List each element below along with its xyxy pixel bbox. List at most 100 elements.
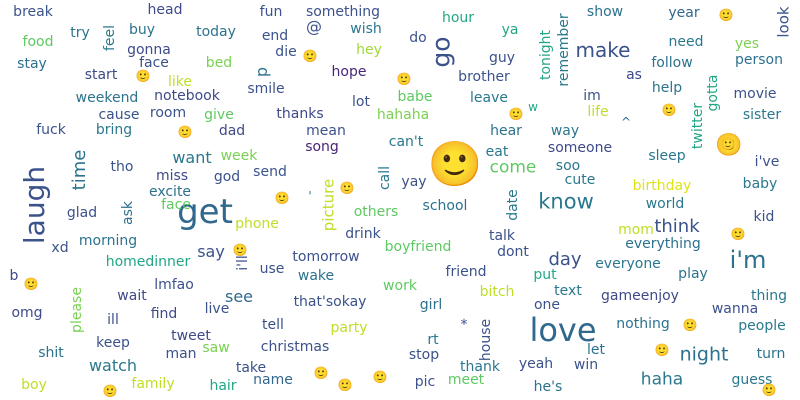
word-help: help: [651, 80, 683, 96]
word-do: do: [409, 30, 427, 46]
word-mom: mom: [618, 222, 654, 238]
word-hour: hour: [441, 10, 475, 26]
word-im: im: [583, 88, 601, 104]
word-yeah: yeah: [518, 356, 554, 372]
word-life: life: [587, 104, 609, 120]
word-person: person: [735, 52, 783, 68]
word-bitch: bitch: [479, 284, 515, 300]
word-symbol: 🙂: [761, 383, 777, 397]
word-know: know: [538, 189, 594, 214]
word-boyfriend: boyfriend: [384, 239, 452, 255]
word-room: room: [149, 105, 187, 121]
word-name: name: [253, 372, 293, 388]
word-yes: yes: [734, 36, 760, 52]
word-boy: boy: [21, 377, 47, 393]
word-keep: keep: [96, 335, 130, 351]
word-hahaha: hahaha: [376, 107, 430, 123]
word-tho: tho: [110, 159, 134, 175]
word-remember: remember: [556, 13, 572, 87]
word-girl: girl: [419, 297, 443, 313]
word-guy: guy: [488, 50, 516, 66]
word-like: like: [167, 74, 193, 90]
word-friend: friend: [445, 264, 487, 280]
word-tonight: tonight: [538, 29, 554, 81]
word-kid: kid: [753, 209, 775, 225]
word-he-s: he's: [533, 379, 563, 395]
word-try: try: [70, 25, 90, 41]
word-want: want: [172, 148, 212, 167]
word-make: make: [575, 38, 631, 62]
word-ya: ya: [501, 22, 519, 38]
word-die: die: [275, 44, 297, 60]
word-work: work: [383, 278, 417, 294]
word-symbol: 🙂: [715, 133, 743, 158]
word-symbol: 🙂: [232, 243, 248, 257]
word-omg: omg: [11, 305, 43, 321]
word-week: week: [220, 148, 258, 164]
word-babe: babe: [397, 89, 433, 105]
word-nothing: nothing: [616, 316, 670, 332]
word-talk: talk: [488, 228, 516, 244]
word-break: break: [13, 4, 53, 20]
word-shit: shit: [38, 345, 64, 361]
word-let: let: [587, 342, 605, 358]
word-homedinner: homedinner: [105, 254, 191, 270]
word-gonna: gonna: [127, 42, 171, 58]
word-symbol: 🙂: [274, 191, 290, 205]
word-picture: picture: [319, 178, 338, 232]
word-that-sokay: that'sokay: [293, 294, 367, 310]
word-people: people: [738, 318, 786, 334]
word-tell: tell: [262, 317, 284, 333]
word-symbol: 🙂: [23, 277, 39, 291]
word-laugh: laugh: [18, 165, 51, 245]
word-symbol: 🙂: [339, 181, 355, 195]
word-baby: baby: [742, 176, 778, 192]
word-haha: haha: [640, 369, 684, 390]
word-leave: leave: [470, 90, 508, 106]
word-bed: bed: [205, 55, 233, 71]
word-symbol: 🙂: [718, 8, 734, 22]
word-smile: smile: [247, 81, 285, 97]
word-way: way: [550, 123, 580, 139]
word-follow: follow: [651, 55, 693, 71]
word-saw: saw: [202, 340, 230, 356]
word-symbol: @: [306, 17, 322, 36]
word-drink: drink: [345, 226, 381, 242]
word-i-ll: i'll: [235, 255, 251, 271]
word-brother: brother: [458, 69, 510, 85]
word-symbol: 🙂: [682, 318, 698, 332]
word-as: as: [626, 67, 642, 83]
word-come: come: [489, 157, 537, 178]
word-get: get: [177, 192, 233, 232]
word-find: find: [150, 306, 178, 322]
word-xd: xd: [51, 240, 69, 256]
word-family: family: [131, 376, 175, 392]
word-others: others: [353, 204, 399, 220]
word-gotta: gotta: [705, 74, 721, 112]
word-please: please: [69, 287, 85, 333]
word-need: need: [668, 34, 704, 50]
word-dont: dont: [497, 244, 529, 260]
word-sister: sister: [742, 107, 782, 123]
word-hey: hey: [356, 42, 382, 58]
word-sleep: sleep: [648, 148, 686, 164]
word-b: b: [9, 268, 19, 284]
word-thank: thank: [460, 359, 500, 375]
word-lot: lot: [352, 94, 370, 110]
word-hear: hear: [490, 123, 522, 139]
word-symbol: 🙂: [177, 125, 193, 139]
word-god: god: [213, 169, 241, 185]
word-excite: excite: [148, 184, 192, 200]
word-symbol: 🙂: [396, 72, 412, 86]
word-yay: yay: [401, 174, 427, 190]
word-face: face: [139, 55, 169, 71]
word-w: w: [528, 100, 538, 114]
word-wait: wait: [117, 288, 147, 304]
word-buy: buy: [128, 22, 156, 38]
word-song: song: [305, 139, 339, 155]
word-tweet: tweet: [171, 328, 211, 344]
word-everyone: everyone: [595, 256, 661, 272]
word-birthday: birthday: [632, 178, 692, 194]
word-lmfao: lmfao: [154, 277, 194, 293]
word-weekend: weekend: [75, 90, 139, 106]
